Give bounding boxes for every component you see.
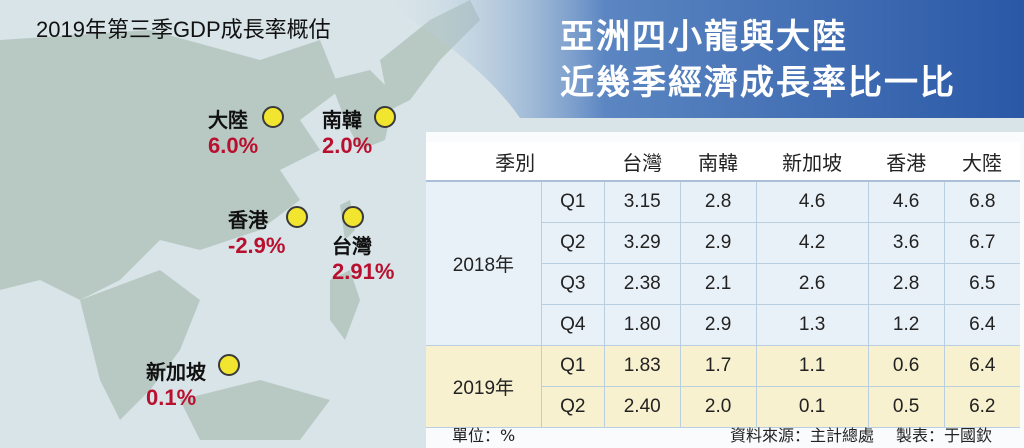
value-cell: 6.8 — [943, 181, 1020, 223]
value-cell: 4.2 — [755, 222, 869, 264]
country-rate: 6.0% — [208, 133, 259, 158]
value-cell: 0.1 — [755, 386, 869, 428]
country-name: 大陸 — [208, 108, 248, 132]
value-cell: 6.7 — [943, 222, 1020, 264]
value-cell: 4.6 — [867, 181, 945, 223]
country-mainland: 大陸 6.0% — [208, 104, 258, 159]
value-cell: 1.7 — [679, 345, 757, 387]
gdp-table: 季別 台灣 南韓 新加坡 香港 大陸 2018年 Q1 3.15 2.8 4.6… — [426, 142, 1020, 428]
value-cell: 1.83 — [603, 345, 681, 387]
source-note: 資料來源：主計總處 — [730, 426, 875, 445]
value-cell: 1.3 — [755, 304, 869, 346]
value-cell: 3.29 — [603, 222, 681, 264]
headline-line-2: 近幾季經濟成長率比一比 — [560, 63, 956, 103]
headline-band — [380, 0, 1024, 118]
value-cell: 2.38 — [603, 263, 681, 305]
value-cell: 1.80 — [603, 304, 681, 346]
marker-singapore — [218, 354, 240, 376]
value-cell: 6.5 — [943, 263, 1020, 305]
country-rate: 0.1% — [146, 385, 197, 410]
column-header: 大陸 — [944, 142, 1020, 182]
value-cell: 2.9 — [679, 304, 757, 346]
value-cell: 3.6 — [867, 222, 945, 264]
quarter-cell: Q2 — [540, 222, 605, 264]
marker-korea — [374, 106, 396, 128]
value-cell: 2.0 — [679, 386, 757, 428]
table-row: Q2 3.29 2.9 4.2 3.6 6.7 — [426, 222, 1020, 264]
headline-line-1: 亞洲四小龍與大陸 — [560, 17, 848, 57]
country-name: 台灣 — [332, 234, 372, 258]
value-cell: 6.2 — [943, 386, 1020, 428]
country-rate: -2.9% — [228, 233, 286, 258]
year-cell: 2018年 — [426, 181, 542, 346]
country-singapore: 新加坡 0.1% — [146, 356, 206, 411]
headline: 亞洲四小龍與大陸 近幾季經濟成長率比一比 — [560, 14, 956, 106]
value-cell: 6.4 — [943, 345, 1020, 387]
quarter-cell: Q1 — [540, 181, 605, 223]
quarter-cell: Q4 — [540, 304, 605, 346]
value-cell: 0.5 — [867, 386, 945, 428]
country-name: 南韓 — [322, 108, 362, 132]
table-row: Q3 2.38 2.1 2.6 2.8 6.5 — [426, 263, 1020, 305]
value-cell: 2.6 — [755, 263, 869, 305]
country-name: 新加坡 — [146, 360, 206, 384]
value-cell: 2.8 — [679, 181, 757, 223]
country-rate: 2.91% — [332, 259, 395, 284]
marker-mainland — [262, 106, 284, 128]
year-cell: 2019年 — [426, 345, 542, 428]
value-cell: 4.6 — [755, 181, 869, 223]
land-korea — [330, 70, 395, 150]
table-row: 2019年 Q1 1.83 1.7 1.1 0.6 6.4 — [426, 345, 1020, 428]
maker-note: 製表：于國欽 — [896, 426, 993, 445]
table-row: 2018年 Q1 3.15 2.8 4.6 4.6 6.8 — [426, 181, 1020, 346]
land-mainland — [0, 30, 340, 300]
country-hongkong: 香港 -2.9% — [228, 204, 285, 259]
quarter-cell: Q2 — [540, 386, 605, 428]
column-header: 新加坡 — [756, 142, 869, 182]
value-cell: 3.15 — [603, 181, 681, 223]
value-cell: 1.2 — [867, 304, 945, 346]
land-islands — [180, 380, 330, 440]
unit-note: 單位：% — [452, 426, 516, 445]
value-cell: 2.9 — [679, 222, 757, 264]
country-korea: 南韓 2.0% — [322, 104, 372, 159]
table-row: Q4 1.80 2.9 1.3 1.2 6.4 — [426, 304, 1020, 346]
column-header: 台灣 — [604, 142, 681, 182]
marker-taiwan — [342, 206, 364, 228]
column-header: 南韓 — [680, 142, 757, 182]
column-header: 香港 — [868, 142, 945, 182]
land-indochina — [80, 270, 200, 420]
country-taiwan: 台灣 2.91% — [332, 230, 394, 285]
marker-hongkong — [286, 206, 308, 228]
quarter-cell: Q3 — [540, 263, 605, 305]
map-title: 2019年第三季GDP成長率概估 — [36, 17, 331, 42]
land-philippines — [330, 270, 360, 340]
period-header: 季別 — [426, 142, 605, 182]
table-row: Q2 2.40 2.0 0.1 0.5 6.2 — [426, 386, 1020, 428]
value-cell: 0.6 — [867, 345, 945, 387]
value-cell: 6.4 — [943, 304, 1020, 346]
value-cell: 2.8 — [867, 263, 945, 305]
country-rate: 2.0% — [322, 133, 373, 158]
country-name: 香港 — [228, 208, 268, 232]
value-cell: 1.1 — [755, 345, 869, 387]
value-cell: 2.1 — [679, 263, 757, 305]
table-header-row: 季別 台灣 南韓 新加坡 香港 大陸 — [426, 142, 1020, 182]
quarter-cell: Q1 — [540, 345, 605, 387]
value-cell: 2.40 — [603, 386, 681, 428]
